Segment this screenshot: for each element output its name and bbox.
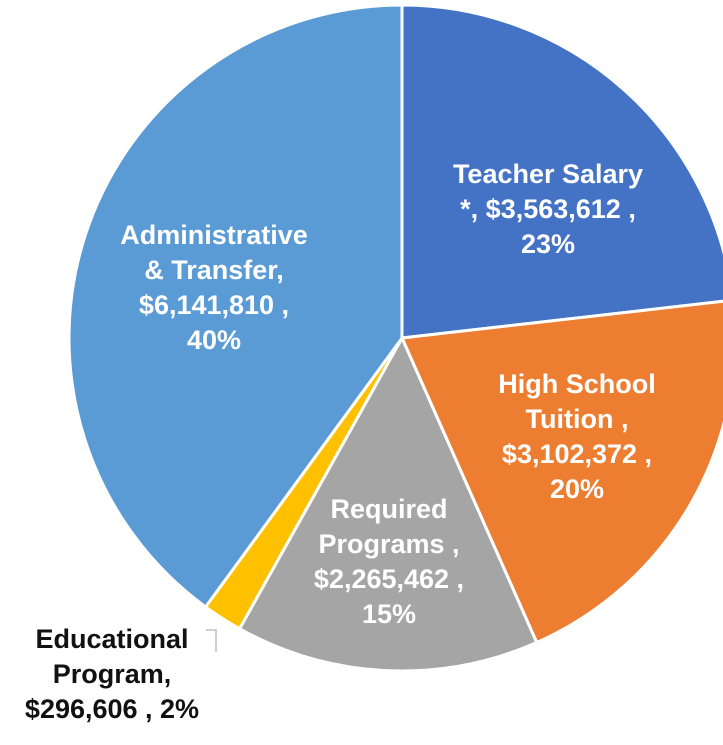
data-label-line: Programs , [318,529,459,559]
data-label-line: $2,265,462 , [314,564,464,594]
data-label-line: $3,102,372 , [502,439,652,469]
pie-slice-required-programs [237,334,539,673]
pie-slice-administrative-transfer [67,3,404,610]
data-labels: Teacher Salary *, $3,563,612 , 23% High Sch… [25,159,656,724]
leader-lines [206,629,217,652]
data-label-line: Educational [35,624,188,654]
data-label-line: & Transfer, [144,255,284,285]
data-label-teacher-salary: Teacher Salary *, $3,563,612 , 23% [453,159,643,259]
data-label-line: Required [330,494,447,524]
leader-line-educational-program [206,629,217,652]
data-label-line: Program, [53,659,172,689]
data-label-line: 40% [187,325,241,355]
data-label-line: $6,141,810 , [139,290,289,320]
pie-slice-high-school-tuition [399,299,723,645]
data-label-high-school-tuition: High School Tuition , $3,102,372 , 20% [498,369,656,504]
data-label-line: 15% [362,599,416,629]
data-label-line: Tuition , [526,404,629,434]
data-label-line: Teacher Salary [453,159,643,189]
data-label-line: 20% [550,474,604,504]
pie-slices [67,3,723,673]
data-label-line: 23% [521,229,575,259]
data-label-line: Administrative [120,220,308,250]
data-label-line: High School [498,369,656,399]
data-label-line: *, $3,563,612 , [460,194,636,224]
data-label-line: $296,606 , 2% [25,694,199,724]
data-label-administrative-transfer: Administrative & Transfer, $6,141,810 , 40% [120,220,308,355]
pie-slice-teacher-salary [400,3,723,340]
data-label-educational-program: Educational Program, $296,606 , 2% [25,624,199,724]
data-label-required-programs: Required Programs , $2,265,462 , 15% [314,494,464,629]
